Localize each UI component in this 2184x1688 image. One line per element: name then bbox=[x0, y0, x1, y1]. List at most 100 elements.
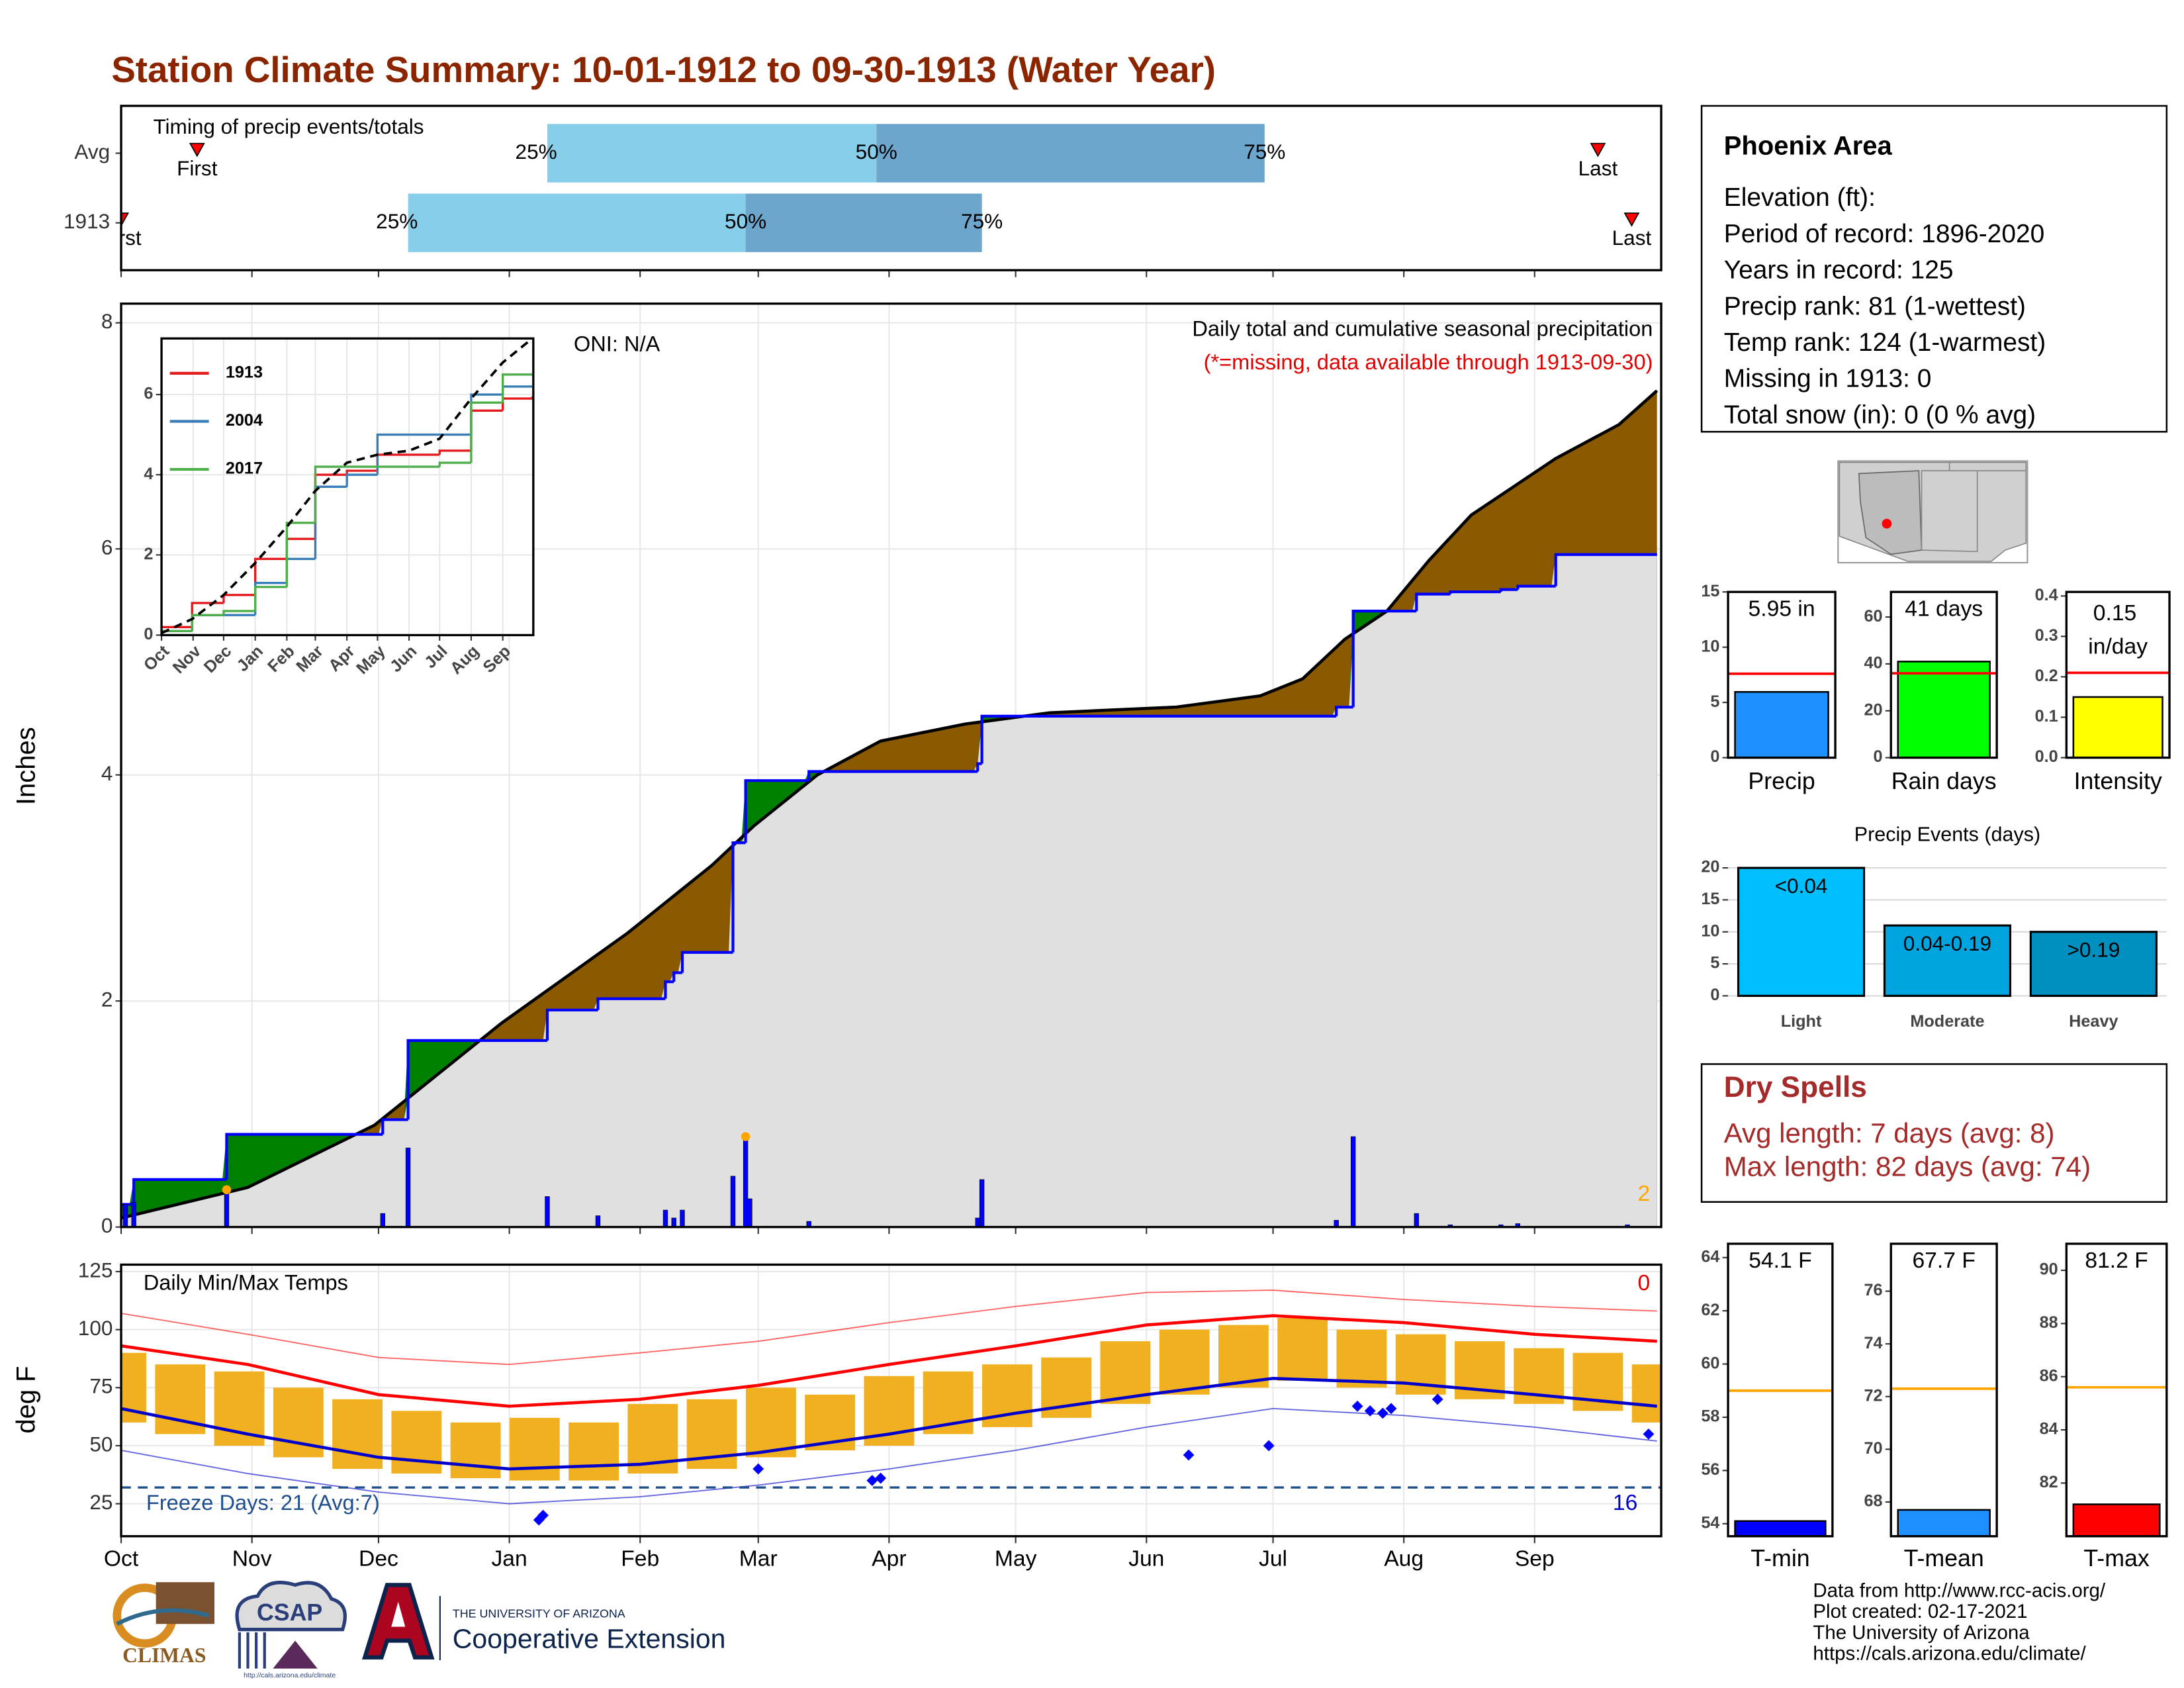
bar bbox=[1737, 867, 1866, 997]
series-step bbox=[314, 465, 347, 523]
value-label: 67.7 F bbox=[1912, 1248, 1975, 1273]
ua-emblem bbox=[391, 1601, 406, 1627]
plot-frame bbox=[120, 1263, 1662, 1538]
x-tick-label: Light bbox=[1781, 1012, 1822, 1031]
y-tick-label: 15 bbox=[1701, 890, 1719, 908]
flag-point bbox=[222, 1185, 232, 1195]
event-label: Last bbox=[1612, 226, 1652, 250]
extreme-point bbox=[1183, 1449, 1195, 1461]
summary-bar bbox=[2072, 1503, 2161, 1537]
credit-line: https://cals.arizona.edu/climate/ bbox=[1813, 1642, 2086, 1664]
average-line bbox=[161, 337, 533, 635]
series-step bbox=[345, 469, 378, 475]
daily-precip-bar bbox=[662, 1209, 668, 1227]
quartile-label: 50% bbox=[725, 209, 766, 233]
map-station bbox=[1882, 518, 1892, 529]
observed-step bbox=[980, 714, 1337, 764]
daily-range-bar bbox=[1100, 1341, 1151, 1404]
chart-title: Precip Events (days) bbox=[1854, 823, 2040, 845]
daily-range-bar bbox=[745, 1387, 796, 1458]
daily-precip-bar bbox=[595, 1215, 601, 1227]
freeze-count: 16 bbox=[1613, 1491, 1637, 1515]
extreme-point bbox=[1263, 1440, 1275, 1452]
info-box bbox=[1700, 105, 2168, 433]
observed-step bbox=[545, 1008, 598, 1041]
daily-precip-bar bbox=[1447, 1224, 1453, 1227]
y-tick-label: 25 bbox=[89, 1490, 113, 1514]
observed-step bbox=[807, 770, 978, 781]
y-tick-label: 0 bbox=[101, 1213, 113, 1237]
daily-precip-bar bbox=[1625, 1224, 1630, 1227]
info-line: Elevation (ft): bbox=[1724, 183, 1876, 212]
y-tick-label: 68 bbox=[1864, 1492, 1883, 1511]
y-tick-label: 5 bbox=[1710, 954, 1719, 972]
daily-precip-bar bbox=[1498, 1224, 1504, 1227]
y-tick-label: 0.0 bbox=[2035, 747, 2058, 766]
series-step bbox=[191, 614, 224, 632]
csap-url: http://cals.arizona.edu/climate bbox=[244, 1671, 336, 1679]
y-tick-label: 72 bbox=[1864, 1386, 1883, 1405]
info-line: Years in record: 125 bbox=[1724, 256, 1954, 285]
y-tick-label: 0.4 bbox=[2035, 586, 2058, 604]
base-area bbox=[121, 554, 1657, 1227]
legend-label: 2017 bbox=[226, 459, 263, 478]
observed-step bbox=[664, 980, 674, 999]
quartile-label: 25% bbox=[516, 140, 557, 164]
summary-bar bbox=[1734, 690, 1829, 759]
y-tick-label: 76 bbox=[1864, 1281, 1883, 1299]
y-tick-label: 90 bbox=[2040, 1260, 2058, 1279]
quartile-label: 50% bbox=[856, 140, 897, 164]
observed-step bbox=[1554, 553, 1657, 586]
x-tick-label: Apr bbox=[872, 1546, 906, 1571]
y-tick-label: 10 bbox=[1701, 637, 1719, 655]
extreme-point bbox=[1377, 1407, 1388, 1419]
observed-step bbox=[1335, 706, 1353, 716]
record-min-line bbox=[121, 1407, 1657, 1505]
y-axis-label: deg F bbox=[12, 1366, 41, 1433]
y-tick-label: 50 bbox=[89, 1432, 113, 1456]
y-tick-label: 4 bbox=[144, 465, 153, 483]
daily-range-bar bbox=[450, 1422, 501, 1479]
observed-step bbox=[744, 779, 809, 843]
normal-max-line bbox=[121, 1314, 1657, 1408]
figure: Station Climate Summary: 10-01-1912 to 0… bbox=[12, 49, 2171, 1679]
extreme-point bbox=[1385, 1403, 1397, 1415]
observed-step bbox=[680, 951, 733, 973]
observed-step bbox=[976, 762, 982, 772]
plot-background bbox=[2066, 1243, 2167, 1536]
y-tick-label: 0 bbox=[1710, 747, 1719, 766]
series-step bbox=[438, 449, 471, 455]
map-state bbox=[1858, 470, 1923, 555]
category-label: Intensity bbox=[2074, 768, 2162, 794]
daily-precip-bar bbox=[545, 1196, 550, 1227]
extreme-point bbox=[1432, 1393, 1443, 1405]
timing-title: Timing of precip events/totals bbox=[153, 115, 424, 138]
daily-precip-bar bbox=[1515, 1223, 1520, 1227]
y-tick-label: 58 bbox=[1701, 1407, 1719, 1426]
dry-spells-line: Max length: 82 days (avg: 74) bbox=[1724, 1150, 2091, 1182]
x-tick-label: Heavy bbox=[2069, 1012, 2118, 1031]
normal-min-line bbox=[121, 1376, 1657, 1471]
y-tick-label: 0.1 bbox=[2035, 707, 2058, 726]
quartile-label: 75% bbox=[1244, 140, 1285, 164]
daily-precip-bar bbox=[743, 1139, 749, 1227]
daily-precip-bar bbox=[975, 1217, 980, 1227]
y-tick-label: 56 bbox=[1701, 1460, 1719, 1479]
observed-step bbox=[1415, 592, 1451, 612]
value-label-line: 0.15 bbox=[2093, 601, 2143, 626]
info-line: Total snow (in): 0 (0 % avg) bbox=[1724, 400, 2036, 429]
info-line: Temp rank: 124 (1-warmest) bbox=[1724, 328, 2046, 357]
temp-marks bbox=[121, 1289, 1662, 1526]
y-tick-label: 0.2 bbox=[2035, 667, 2058, 685]
csap-cloud bbox=[235, 1580, 347, 1632]
dry-spells-title: Dry Spells bbox=[1724, 1071, 1867, 1103]
y-tick-label: 20 bbox=[1864, 700, 1883, 719]
daily-range-bar bbox=[1631, 1364, 1662, 1423]
x-tick-label: Moderate bbox=[1910, 1012, 1984, 1031]
x-tick-label: Mar bbox=[739, 1546, 778, 1571]
event-marker bbox=[1590, 142, 1606, 158]
event-label: First bbox=[101, 226, 142, 250]
ua-extension: Cooperative Extension bbox=[453, 1623, 726, 1654]
bar bbox=[1883, 924, 2012, 997]
